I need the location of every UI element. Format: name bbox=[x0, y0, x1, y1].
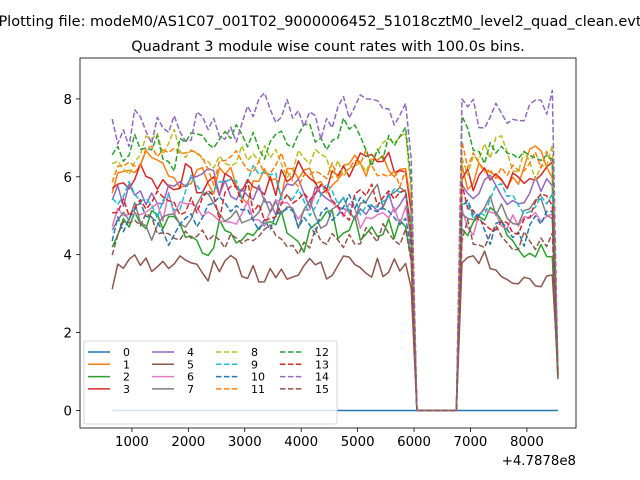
figure-suptitle: Plotting file: modeM0/AS1C07_001T02_9000… bbox=[0, 14, 640, 30]
series-line-10 bbox=[111, 193, 559, 412]
legend-label-8: 8 bbox=[251, 346, 258, 359]
legend-label-12: 12 bbox=[315, 346, 329, 359]
x-tick-label-5000: 5000 bbox=[341, 435, 375, 450]
legend-label-2: 2 bbox=[123, 371, 130, 384]
legend-label-7: 7 bbox=[187, 383, 194, 396]
y-tick-label-0: 0 bbox=[64, 404, 72, 419]
x-axis: 1000 2000 3000 4000 5000 6000 7000 8000 bbox=[115, 428, 544, 450]
series-line-15 bbox=[111, 212, 559, 412]
legend-frame bbox=[83, 340, 338, 425]
y-tick-label-8: 8 bbox=[64, 93, 72, 108]
legend-label-5: 5 bbox=[187, 358, 194, 371]
legend-label-11: 11 bbox=[251, 383, 265, 396]
chart-title: Quadrant 3 module wise count rates with … bbox=[131, 39, 525, 55]
x-tick-label-4000: 4000 bbox=[284, 435, 318, 450]
x-tick-label-6000: 6000 bbox=[397, 435, 431, 450]
legend-label-10: 10 bbox=[251, 371, 265, 384]
series-line-5 bbox=[111, 250, 559, 412]
legend-label-6: 6 bbox=[187, 371, 194, 384]
legend-label-14: 14 bbox=[315, 371, 329, 384]
x-tick-label-8000: 8000 bbox=[510, 435, 544, 450]
series-line-3 bbox=[111, 151, 559, 412]
series-line-13 bbox=[112, 179, 559, 412]
legend-label-1: 1 bbox=[123, 358, 130, 371]
legend-label-15: 15 bbox=[315, 383, 329, 396]
series-line-2 bbox=[111, 206, 559, 412]
series-layer bbox=[111, 89, 559, 412]
legend-label-3: 3 bbox=[123, 383, 130, 396]
x-tick-label-3000: 3000 bbox=[228, 435, 262, 450]
legend-label-4: 4 bbox=[187, 346, 194, 359]
x-tick-label-1000: 1000 bbox=[115, 435, 149, 450]
y-tick-label-2: 2 bbox=[64, 327, 72, 342]
y-axis: 0 2 4 6 8 bbox=[64, 93, 80, 419]
series-line-7 bbox=[111, 183, 559, 412]
series-line-14 bbox=[111, 89, 559, 412]
y-tick-label-6: 6 bbox=[64, 171, 72, 186]
legend-label-13: 13 bbox=[315, 358, 329, 371]
series-line-9 bbox=[111, 164, 559, 412]
x-tick-label-7000: 7000 bbox=[454, 435, 488, 450]
x-tick-label-2000: 2000 bbox=[171, 435, 205, 450]
legend-label-9: 9 bbox=[251, 358, 258, 371]
plot-area bbox=[79, 57, 577, 429]
legend-label-0: 0 bbox=[123, 346, 130, 359]
axes-frame bbox=[79, 57, 577, 429]
series-line-11 bbox=[111, 140, 559, 412]
y-tick-label-4: 4 bbox=[64, 249, 72, 264]
x-axis-offset-label: +4.7878e8 bbox=[502, 454, 576, 469]
